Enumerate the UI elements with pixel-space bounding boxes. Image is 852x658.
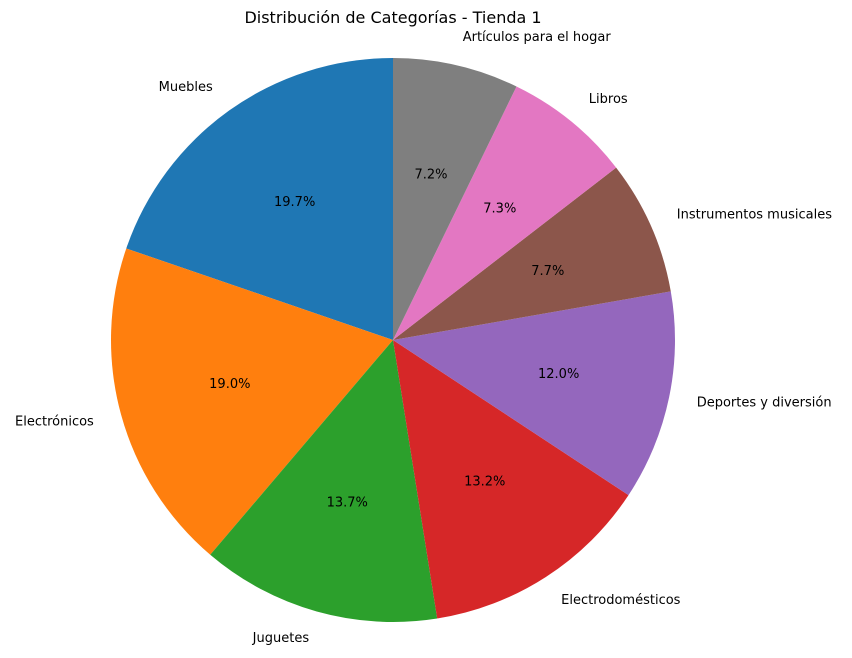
slice-percent-electrodomesticos: 13.2% (464, 475, 505, 490)
pie-slice-libros (393, 86, 617, 340)
slice-percent-instrumentos-musicales: 7.7% (531, 264, 564, 279)
chart-title: Distribución de Categorías - Tienda 1 (244, 8, 541, 27)
slice-label-articulos-para-el-hogar: Artículos para el hogar (463, 30, 612, 45)
slice-label-juguetes: Juguetes (252, 631, 310, 646)
pie-slice-electrodomesticos (393, 340, 629, 619)
pie-slice-deportes-y-diversion (393, 291, 675, 496)
slice-percent-muebles: 19.7% (274, 195, 315, 210)
pie-slice-instrumentos-musicales (393, 167, 671, 340)
slice-label-electronicos: Electrónicos (15, 415, 94, 430)
slice-label-libros: Libros (589, 92, 628, 107)
slice-percent-libros: 7.3% (483, 201, 516, 216)
slice-label-electrodomesticos: Electrodomésticos (561, 593, 681, 608)
pie-percent-labels: 19.7% 19.0% 13.7% 13.2% 12.0% 7.7% 7.3% 7.2% (209, 168, 579, 511)
pie-slice-muebles (126, 58, 393, 340)
slice-label-muebles: Muebles (159, 80, 213, 95)
slice-percent-deportes-y-diversion: 12.0% (538, 367, 579, 382)
pie-slice-electronicos (110, 248, 393, 555)
pie-slice-juguetes (210, 340, 438, 622)
slice-label-deportes-y-diversion: Deportes y diversión (697, 396, 832, 411)
pie-slice-articulos-para-el-hogar (393, 58, 517, 340)
slice-percent-electronicos: 19.0% (209, 377, 250, 392)
slice-label-instrumentos-musicales: Instrumentos musicales (677, 207, 832, 222)
pie-labels: Muebles Electrónicos Juguetes Electrodomést… (15, 30, 832, 646)
slice-percent-articulos-para-el-hogar: 7.2% (415, 168, 448, 183)
pie-slices (110, 58, 675, 622)
slice-percent-juguetes: 13.7% (327, 495, 368, 510)
